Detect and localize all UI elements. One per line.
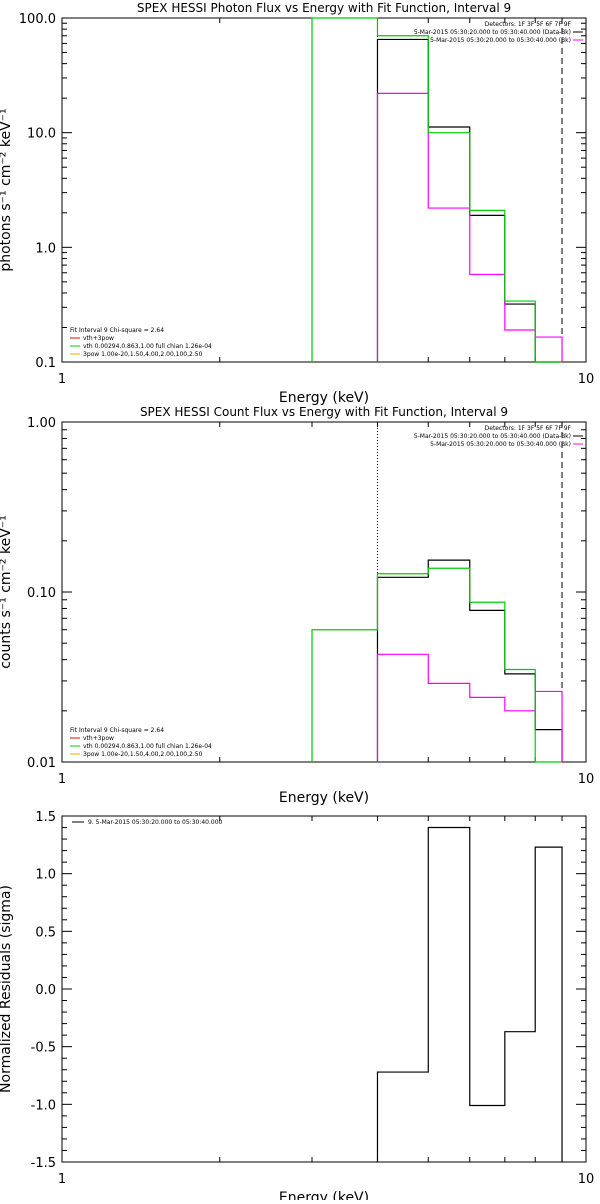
y-tick-label: -0.5	[31, 1041, 56, 1056]
x-tick-label: 1	[58, 1172, 66, 1187]
x-axis-label: Energy (keV)	[279, 790, 369, 806]
y-axis-label: counts s⁻¹ cm⁻² keV⁻¹	[0, 515, 14, 669]
legend-entry: Detectors: 1F 3F 5F 6F 7F 9F	[485, 425, 572, 432]
y-tick-label: 0.0	[35, 983, 56, 998]
legend-entry: vth 0.00294,0.863,1.00 full chian 1.26e-…	[83, 343, 212, 350]
legend-entry: 5-Mar-2015 05:30:20.000 to 05:30:40.000 …	[414, 433, 571, 440]
y-tick-label: 10.0	[27, 127, 56, 142]
x-tick-label: 1	[58, 772, 66, 787]
panel-1: SPEX HESSI Photon Flux vs Energy with Fi…	[0, 1, 594, 406]
legend-entry: Fit Interval 9 Chi-square = 2.64	[70, 327, 164, 334]
plot-frame	[61, 17, 587, 363]
chart-title: SPEX HESSI Photon Flux vs Energy with Fi…	[137, 1, 511, 15]
legend-entry: 3pow 1.00e-20,1.50,4.00,2.00,100,2.50	[83, 751, 203, 758]
y-tick-label: -1.5	[31, 1156, 56, 1171]
x-tick-label: 10	[578, 1172, 595, 1187]
legend-entry: vth+3pow	[83, 735, 114, 742]
panel-2: SPEX HESSI Count Flux vs Energy with Fit…	[0, 405, 594, 806]
legend-entry: vth 0.00294,0.863,1.00 full chian 1.26e-…	[83, 743, 212, 750]
y-tick-label: 1.00	[27, 416, 56, 431]
legend-entry: Fit Interval 9 Chi-square = 2.64	[70, 727, 164, 734]
plot-frame	[61, 815, 587, 1163]
legend-entry: 5-Mar-2015 05:30:20.000 to 05:30:40.000 …	[430, 37, 571, 44]
series-3-step	[311, 17, 563, 363]
y-axis-label: photons s⁻¹ cm⁻² keV⁻¹	[0, 108, 14, 271]
y-tick-label: 1.0	[35, 241, 56, 256]
series-3-step	[311, 567, 563, 763]
legend-entry: 9. 5-Mar-2015 05:30:20.000 to 05:30:40.0…	[88, 819, 223, 826]
series-1-step	[376, 559, 563, 762]
x-tick-label: 10	[578, 372, 595, 387]
y-tick-label: 0.5	[35, 925, 56, 940]
legend-entry: Detectors: 1F 3F 5F 6F 7F 9F	[485, 21, 572, 28]
y-tick-label: 0.10	[27, 586, 56, 601]
y-tick-label: 0.1	[35, 356, 56, 371]
legend-entry: 3pow 1.00e-20,1.50,4.00,2.00,100,2.50	[83, 351, 203, 358]
y-tick-label: 1.5	[35, 810, 56, 825]
series-2-step	[376, 92, 563, 362]
legend-entry: vth+3pow	[83, 335, 114, 342]
chart-title: SPEX HESSI Count Flux vs Energy with Fit…	[140, 405, 508, 419]
x-tick-label: 10	[578, 772, 595, 787]
x-tick-label: 1	[58, 372, 66, 387]
x-axis-label: Energy (keV)	[279, 1190, 369, 1200]
y-tick-label: 1.0	[35, 868, 56, 883]
panel-3: Energy (keV) Normalized Residuals (sigma)…	[0, 810, 595, 1204]
series-2-step	[376, 653, 563, 762]
x-axis-label: Energy (keV)	[279, 390, 369, 406]
y-tick-label: -1.0	[31, 1098, 56, 1113]
legend-entry: 5-Mar-2015 05:30:20.000 to 05:30:40.000 …	[414, 29, 571, 36]
y-tick-label: 100.0	[19, 12, 56, 27]
y-tick-label: 0.01	[27, 756, 56, 771]
legend-entry: 5-Mar-2015 05:30:20.000 to 05:30:40.000 …	[430, 441, 571, 448]
y-axis-label: Normalized Residuals (sigma)	[0, 885, 14, 1093]
series-1-step	[376, 826, 563, 1162]
